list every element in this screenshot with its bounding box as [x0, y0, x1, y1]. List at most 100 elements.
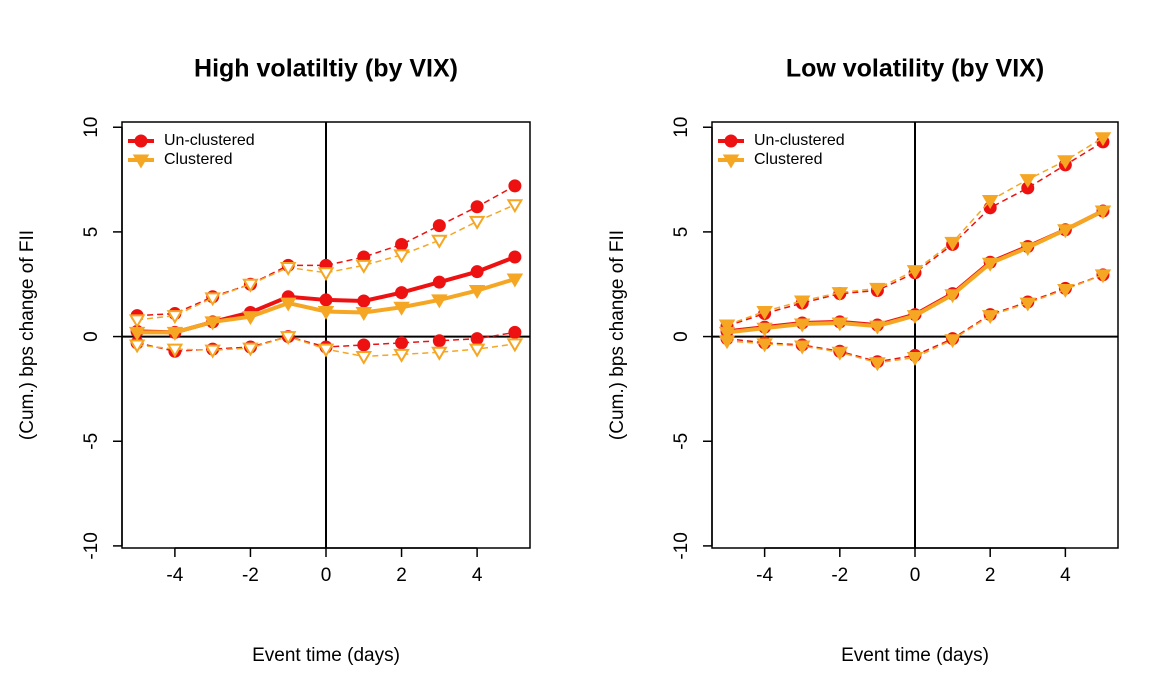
- marker: [981, 257, 999, 272]
- marker: [756, 305, 773, 320]
- x-tick-label: -4: [166, 565, 183, 586]
- marker: [355, 259, 373, 274]
- marker: [831, 317, 849, 332]
- panel: High volatiltiy (by VIX) Event time (days…: [17, 55, 531, 666]
- x-tick-label: -2: [242, 565, 259, 586]
- marker: [468, 215, 486, 230]
- legend-text: Clustered: [164, 151, 232, 168]
- y-tick-label: 5: [81, 227, 102, 238]
- marker: [279, 331, 297, 346]
- marker: [1094, 132, 1112, 147]
- marker: [395, 336, 409, 350]
- marker: [242, 278, 259, 293]
- x-tick-label: -4: [756, 565, 773, 586]
- marker: [944, 289, 961, 304]
- x-tick-label: 0: [321, 565, 332, 586]
- marker: [718, 326, 736, 341]
- marker: [793, 340, 811, 355]
- y-tick-label: -5: [81, 433, 102, 450]
- y-tick-label: -10: [81, 532, 102, 559]
- marker: [1057, 155, 1074, 170]
- marker: [756, 338, 773, 353]
- marker: [944, 334, 961, 349]
- marker: [431, 346, 448, 361]
- marker: [508, 179, 522, 193]
- marker: [317, 343, 335, 358]
- marker: [468, 343, 486, 358]
- marker: [869, 320, 886, 335]
- marker: [393, 348, 410, 363]
- y-tick-label: 10: [81, 117, 102, 138]
- marker: [724, 134, 738, 148]
- marker: [470, 200, 484, 214]
- marker: [1019, 297, 1037, 312]
- marker: [1057, 224, 1074, 239]
- legend-text: Clustered: [754, 151, 822, 168]
- marker: [166, 310, 184, 325]
- marker: [906, 265, 924, 280]
- marker: [831, 287, 849, 302]
- marker: [508, 325, 522, 339]
- marker: [506, 338, 524, 353]
- y-tick-label: 0: [81, 331, 102, 342]
- x-tick-label: 4: [472, 565, 483, 586]
- x-tick-label: 2: [985, 565, 996, 586]
- marker: [242, 311, 259, 326]
- marker: [1057, 283, 1074, 298]
- marker: [869, 282, 886, 297]
- marker: [279, 297, 297, 312]
- marker: [317, 267, 335, 282]
- marker: [134, 134, 148, 148]
- marker: [869, 357, 886, 372]
- series-line: [726, 137, 1104, 326]
- marker: [722, 154, 740, 169]
- marker: [1094, 205, 1112, 220]
- marker: [431, 234, 448, 249]
- marker: [1094, 269, 1112, 284]
- marker: [718, 319, 736, 334]
- marker: [1019, 174, 1037, 189]
- x-tick-label: 0: [910, 565, 921, 586]
- marker: [470, 265, 484, 279]
- marker: [357, 294, 371, 308]
- y-tick-label: -10: [671, 532, 692, 559]
- marker: [355, 306, 373, 321]
- marker: [132, 154, 150, 169]
- y-tick-label: 5: [671, 227, 692, 238]
- series-line: [137, 185, 516, 317]
- marker: [355, 350, 373, 365]
- marker: [357, 338, 371, 352]
- y-tick-label: -5: [671, 433, 692, 450]
- marker: [393, 249, 410, 264]
- marker: [944, 236, 961, 251]
- x-tick-label: 2: [396, 565, 407, 586]
- chart-title: High volatiltiy (by VIX): [194, 55, 458, 83]
- marker: [793, 295, 811, 310]
- marker: [506, 273, 524, 288]
- y-tick-label: 0: [671, 331, 692, 342]
- chart-title: Low volatility (by VIX): [786, 55, 1044, 83]
- marker: [1019, 242, 1037, 257]
- marker: [395, 237, 409, 251]
- series-line: [137, 204, 516, 321]
- x-tick-label: -2: [831, 565, 848, 586]
- x-axis-label: Event time (days): [841, 645, 989, 666]
- marker: [317, 305, 335, 320]
- marker: [393, 301, 410, 316]
- marker: [981, 195, 999, 209]
- marker: [432, 275, 446, 289]
- marker: [906, 352, 924, 366]
- marker: [831, 346, 849, 361]
- marker: [506, 199, 524, 214]
- marker: [793, 318, 811, 333]
- marker: [432, 334, 446, 348]
- marker: [508, 250, 522, 264]
- y-axis-label: (Cum.) bps change of FII: [17, 230, 38, 440]
- marker: [204, 292, 221, 307]
- marker: [981, 310, 999, 325]
- marker: [432, 219, 446, 233]
- marker: [166, 343, 184, 358]
- legend-text: Un-clustered: [754, 132, 845, 149]
- marker: [242, 342, 259, 357]
